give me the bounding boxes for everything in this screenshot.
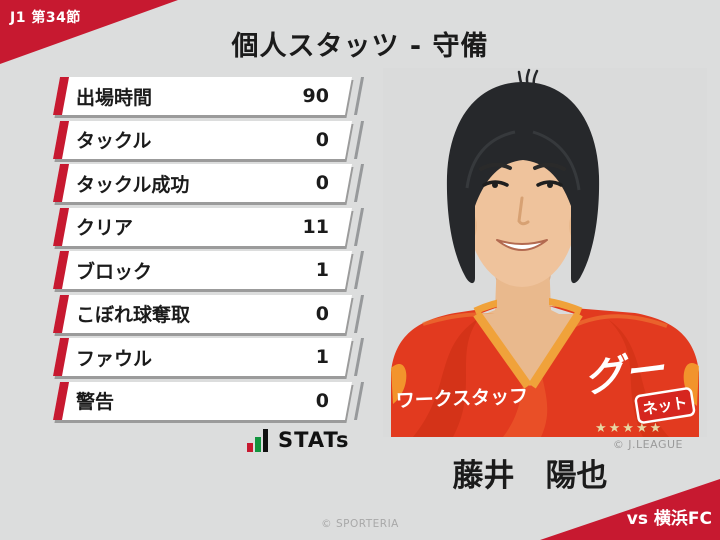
player-name: 藤井 陽也: [452, 458, 608, 494]
stat-label: タックル: [76, 130, 152, 152]
jersey-sponsor-right-box: ネット: [634, 387, 696, 424]
stat-value: 0: [315, 302, 329, 325]
stat-row-end-line: [354, 164, 365, 202]
bar-green: [255, 437, 261, 452]
photo-credit: © J.LEAGUE: [612, 438, 683, 451]
stat-label: ブロック: [76, 260, 153, 283]
stat-row-end-line: [354, 338, 365, 376]
stat-label: こぼれ球奪取: [76, 304, 191, 326]
stat-row: ブロック 1: [53, 251, 365, 289]
stat-value: 11: [302, 215, 329, 238]
stat-label: クリア: [76, 217, 134, 239]
stat-row-end-line: [354, 77, 365, 115]
stat-value: 0: [315, 389, 329, 412]
player-illustration: ワークスタッフ グー ネット ★★★★★: [383, 68, 707, 437]
stats-list: 出場時間 90 タックル 0 タックル成功 0 クリア 11 ブロック 1 こぼれ球奪取 0 ファウル 1…: [53, 77, 365, 425]
site-credit: © SPORTERIA: [321, 518, 399, 530]
stats-logo: STATs: [247, 426, 349, 452]
stat-value: 0: [315, 128, 329, 151]
stat-row: 警告 0: [53, 381, 365, 420]
stat-row-end-line: [354, 251, 365, 289]
stats-logo-text: STATs: [278, 428, 350, 452]
stat-value: 90: [302, 85, 329, 107]
stat-label: 警告: [76, 391, 115, 413]
stat-row-end-line: [354, 381, 365, 420]
stat-label: ファウル: [76, 347, 153, 370]
bar-red: [247, 443, 253, 452]
jersey-stars: ★★★★★: [595, 421, 663, 436]
opponent-label: vs 横浜FC: [626, 509, 712, 529]
stat-row-end-line: [354, 120, 365, 159]
stat-label: タックル成功: [76, 173, 190, 196]
jersey-sponsor-left: ワークスタッフ: [395, 385, 528, 412]
stat-value: 1: [315, 346, 329, 368]
stat-row: タックル 0: [53, 120, 365, 159]
stat-row: タックル成功 0: [53, 164, 365, 202]
bar-black: [263, 429, 268, 452]
stat-row: 出場時間 90: [53, 77, 365, 115]
stat-row-end-line: [354, 207, 365, 246]
round-badge-label: J1 第34節: [10, 10, 81, 26]
stat-label: 出場時間: [76, 86, 153, 109]
stat-value: 1: [315, 259, 329, 281]
stat-row: ファウル 1: [53, 338, 365, 376]
page-title: 個人スタッツ - 守備: [231, 31, 489, 62]
stat-row-end-line: [354, 294, 365, 333]
stat-row: クリア 11: [53, 207, 365, 246]
stat-row: こぼれ球奪取 0: [53, 294, 365, 333]
stat-value: 0: [315, 172, 329, 194]
bar-chart-icon: [247, 428, 269, 452]
player-photo: ワークスタッフ グー ネット ★★★★★: [383, 68, 707, 437]
